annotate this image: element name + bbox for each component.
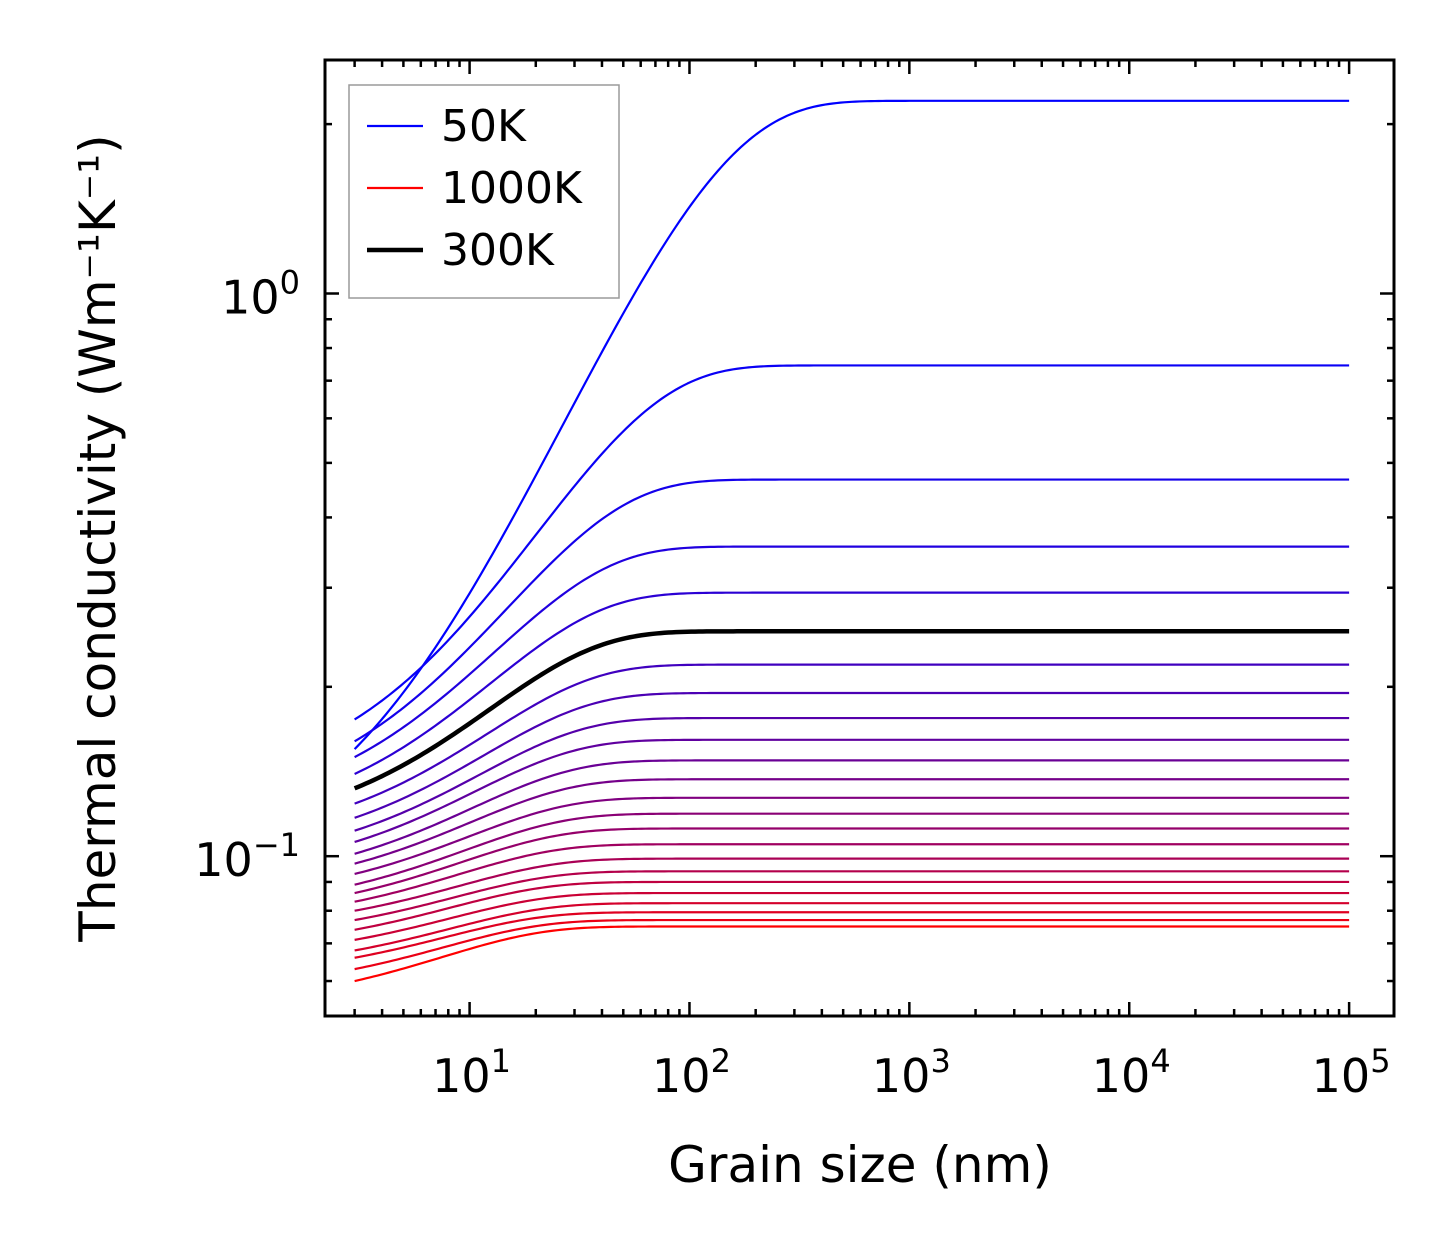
series-line-800K — [354, 843, 1350, 903]
x-tick-label: 104 — [1092, 1042, 1171, 1103]
series-line-250K — [354, 591, 1350, 775]
series-line-300K — [353, 629, 1350, 791]
series-line-450K — [354, 716, 1350, 832]
series-line-600K — [354, 778, 1350, 865]
series-line-150K — [354, 478, 1350, 743]
plot-frame — [323, 58, 1396, 1018]
legend-label-50K: 50K — [441, 101, 527, 152]
series-line-1150K — [354, 918, 1350, 971]
curves-layer — [353, 99, 1350, 983]
series-line-1000K — [354, 891, 1350, 941]
series-line-50K — [353, 99, 1350, 750]
legend-entries: 50K 1000K 300K — [367, 101, 583, 276]
series-line-1100K — [354, 911, 1350, 959]
series-line-400K — [354, 691, 1350, 819]
series-line-950K — [354, 880, 1350, 931]
x-tick-label: 102 — [652, 1042, 731, 1103]
series-line-350K — [354, 663, 1350, 805]
legend: 50K 1000K 300K — [348, 84, 620, 299]
x-tick-label: 101 — [432, 1042, 511, 1103]
series-line-100K — [354, 364, 1350, 721]
x-tick-labels: 101 102 103 104 105 — [432, 1042, 1390, 1103]
legend-box — [348, 84, 620, 299]
legend-label-300K: 300K — [441, 225, 555, 276]
legend-label-1000K: 1000K — [441, 163, 583, 214]
series-line-700K — [354, 812, 1350, 886]
y-tick-label: 100 — [221, 264, 300, 325]
series-line-1200K — [354, 925, 1350, 983]
x-tick-label: 103 — [872, 1042, 951, 1103]
series-line-500K — [354, 738, 1350, 844]
series-line-550K — [354, 759, 1350, 855]
x-axis-label: Grain size (nm) — [668, 1136, 1052, 1194]
series-line-900K — [354, 870, 1350, 922]
x-tick-label: 105 — [1312, 1042, 1391, 1103]
series-line-750K — [354, 827, 1350, 895]
series-line-1050K — [354, 902, 1350, 952]
y-tick-label: 10−1 — [194, 826, 300, 887]
y-axis-label: Thermal conductivity (Wm⁻¹K⁻¹) — [69, 134, 127, 942]
y-tick-labels: 10−1 100 — [194, 264, 300, 888]
series-line-650K — [354, 796, 1350, 875]
series-line-200K — [354, 545, 1350, 759]
series-line-850K — [354, 857, 1350, 912]
